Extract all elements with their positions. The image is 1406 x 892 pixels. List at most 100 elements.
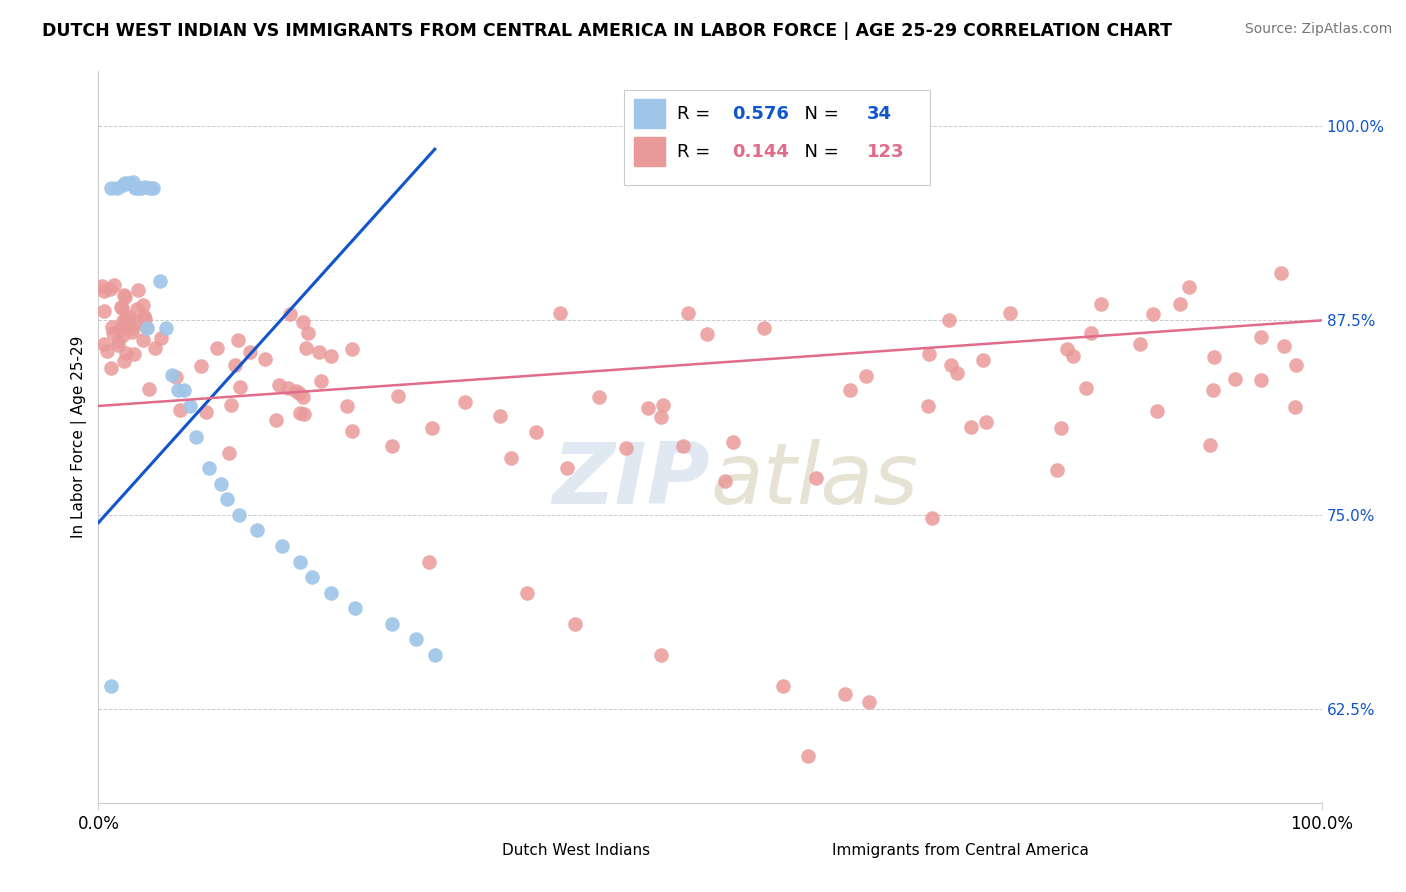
Point bbox=[1049, 421, 1071, 435]
Point bbox=[246, 524, 269, 538]
Point bbox=[115, 310, 138, 325]
Point bbox=[1146, 404, 1168, 418]
Text: Source: ZipAtlas.com: Source: ZipAtlas.com bbox=[1244, 22, 1392, 37]
Text: 0.144: 0.144 bbox=[733, 143, 789, 161]
Point bbox=[292, 408, 315, 422]
Point bbox=[103, 326, 125, 341]
Point bbox=[224, 358, 246, 372]
Point bbox=[772, 679, 794, 693]
Point bbox=[752, 321, 775, 335]
Point bbox=[453, 395, 475, 409]
Point bbox=[344, 601, 367, 615]
Point bbox=[288, 386, 311, 401]
Point bbox=[855, 369, 877, 384]
Point bbox=[960, 419, 983, 434]
Point bbox=[96, 344, 118, 359]
Point bbox=[1168, 297, 1191, 311]
Point bbox=[229, 380, 252, 394]
Point bbox=[548, 305, 571, 319]
Point bbox=[387, 389, 409, 403]
Point bbox=[945, 367, 967, 381]
Point bbox=[1272, 338, 1295, 352]
Text: 123: 123 bbox=[866, 143, 904, 161]
Point bbox=[652, 398, 675, 412]
Point bbox=[253, 351, 276, 366]
Point bbox=[195, 405, 218, 419]
Text: ZIP: ZIP bbox=[553, 440, 710, 523]
Point bbox=[650, 409, 672, 424]
Point bbox=[285, 384, 308, 398]
Point bbox=[165, 370, 187, 384]
Point bbox=[125, 315, 148, 329]
Point bbox=[797, 749, 820, 764]
Point bbox=[264, 413, 287, 427]
Point bbox=[138, 382, 160, 396]
Point bbox=[100, 679, 122, 693]
Point bbox=[239, 345, 262, 359]
Point bbox=[1198, 438, 1220, 452]
Point bbox=[112, 354, 135, 368]
Point bbox=[488, 409, 510, 423]
Point bbox=[142, 181, 165, 195]
Point bbox=[134, 179, 156, 194]
FancyBboxPatch shape bbox=[634, 99, 665, 128]
Point bbox=[420, 421, 443, 435]
Point bbox=[103, 277, 125, 292]
Point bbox=[309, 374, 332, 388]
Point bbox=[515, 585, 537, 599]
Point bbox=[186, 430, 208, 444]
Point bbox=[112, 288, 135, 302]
Point bbox=[340, 424, 363, 438]
Point bbox=[143, 341, 166, 355]
Point bbox=[917, 347, 939, 361]
Point bbox=[288, 406, 311, 420]
Point bbox=[136, 321, 159, 335]
Point bbox=[839, 383, 862, 397]
Point bbox=[1202, 383, 1225, 397]
Point bbox=[118, 177, 141, 191]
Point bbox=[1142, 307, 1164, 321]
Point bbox=[121, 326, 143, 340]
Point bbox=[308, 345, 330, 359]
Point bbox=[132, 298, 155, 312]
Point bbox=[278, 307, 301, 321]
Point bbox=[226, 333, 249, 347]
Point bbox=[149, 275, 172, 289]
Point bbox=[1284, 401, 1306, 415]
Point bbox=[381, 616, 404, 631]
Point bbox=[218, 445, 240, 459]
Point bbox=[678, 305, 700, 319]
Point bbox=[121, 320, 143, 334]
Point bbox=[290, 555, 312, 569]
Point bbox=[197, 461, 219, 475]
Point bbox=[650, 648, 672, 662]
Point bbox=[672, 439, 695, 453]
Point bbox=[319, 585, 342, 599]
Text: N =: N = bbox=[793, 143, 845, 161]
Point bbox=[134, 312, 156, 326]
Point bbox=[917, 399, 939, 413]
Point bbox=[111, 327, 134, 342]
Point bbox=[1178, 280, 1201, 294]
Point bbox=[588, 390, 610, 404]
Point bbox=[292, 390, 315, 404]
Point bbox=[321, 349, 343, 363]
Point bbox=[270, 539, 294, 553]
Point bbox=[1250, 372, 1272, 386]
Point bbox=[129, 181, 152, 195]
Point bbox=[111, 301, 134, 315]
Text: atlas: atlas bbox=[710, 440, 918, 523]
Point bbox=[297, 326, 319, 341]
Point bbox=[1223, 372, 1246, 386]
Point bbox=[190, 359, 212, 373]
Point bbox=[381, 439, 404, 453]
Point bbox=[301, 570, 323, 584]
Point bbox=[804, 470, 827, 484]
Point bbox=[127, 283, 149, 297]
Point bbox=[1285, 358, 1308, 372]
Point bbox=[93, 284, 115, 298]
Point bbox=[858, 695, 880, 709]
Point bbox=[107, 334, 129, 349]
Point bbox=[974, 415, 997, 429]
Text: Immigrants from Central America: Immigrants from Central America bbox=[832, 843, 1090, 858]
